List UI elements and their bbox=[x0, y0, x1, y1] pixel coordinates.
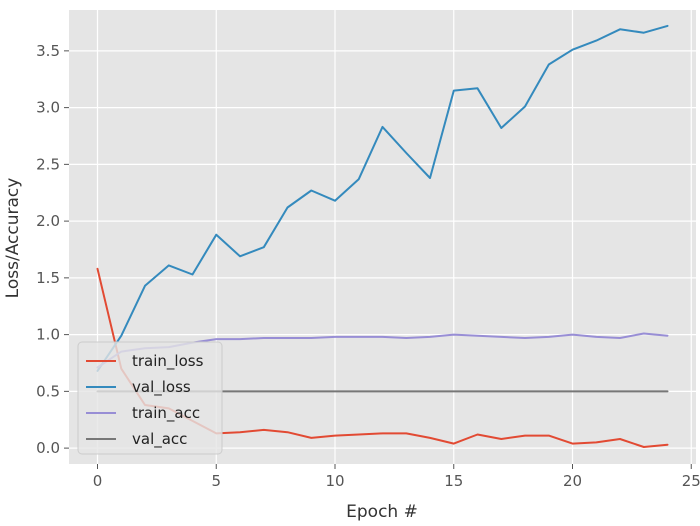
legend-box bbox=[77, 341, 223, 455]
x-tick-label: 0 bbox=[93, 472, 103, 490]
series-line-val-loss bbox=[96, 24, 669, 372]
x-tick-label: 5 bbox=[211, 472, 221, 490]
y-tick-label: 0.0 bbox=[36, 439, 60, 457]
y-tick-label: 1.0 bbox=[36, 326, 60, 344]
y-tick-label: 3.5 bbox=[36, 42, 60, 60]
legend-label: val_acc bbox=[132, 430, 187, 449]
x-tick-label: 15 bbox=[444, 472, 463, 490]
y-tick-label: 1.5 bbox=[36, 269, 60, 287]
x-tick-label: 25 bbox=[682, 472, 700, 490]
y-axis-ticks: 0.0 0.5 1.0 1.5 2.0 2.5 3.0 3.5 bbox=[36, 42, 69, 457]
x-axis-label: Epoch # bbox=[346, 502, 418, 522]
x-axis-ticks: 0 5 10 15 20 25 bbox=[93, 464, 700, 490]
legend: train_loss val_loss train_acc val_acc bbox=[77, 341, 223, 455]
y-tick-label: 2.0 bbox=[36, 212, 60, 230]
y-tick-label: 2.5 bbox=[36, 155, 60, 173]
y-tick-label: 0.5 bbox=[36, 382, 60, 400]
y-axis-label: Loss/Accuracy bbox=[3, 178, 23, 299]
legend-label: val_loss bbox=[132, 378, 191, 397]
legend-label: train_loss bbox=[132, 352, 204, 371]
y-tick-label: 3.0 bbox=[36, 99, 60, 117]
legend-label: train_acc bbox=[132, 404, 200, 423]
x-tick-label: 10 bbox=[325, 472, 344, 490]
x-tick-label: 20 bbox=[563, 472, 582, 490]
